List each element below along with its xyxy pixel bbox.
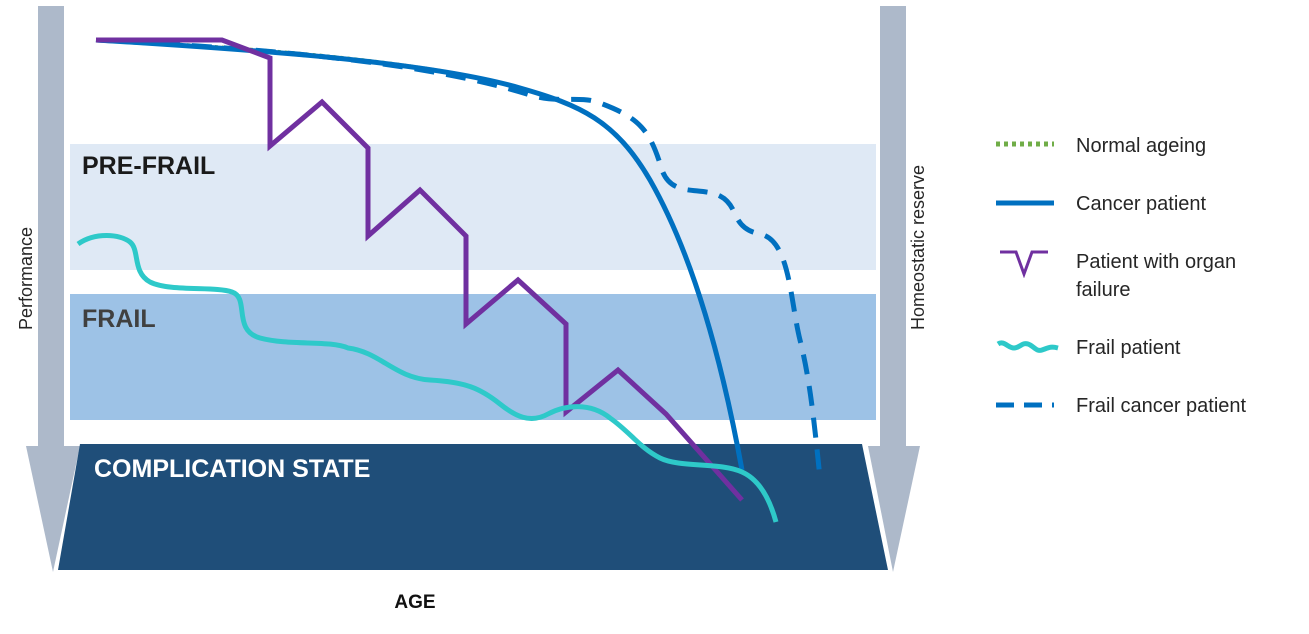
normal-ageing-line [95,38,521,90]
performance-axis-label: Performance [16,226,36,330]
complication-zone [58,444,888,570]
dashed-line-icon [996,402,1054,408]
pre-frail-zone [70,144,876,270]
cancer-patient-line [95,37,745,471]
frail-patient-line [76,233,779,523]
legend-item-normal-ageing: Normal ageing [990,128,1300,186]
legend-item-frail-patient: Frail patient [990,330,1300,388]
homeostatic-reserve-arrow [868,6,920,572]
frail-zone [70,294,876,420]
legend-item-frail-cancer-patient: Frail cancer patient [990,388,1300,446]
dip-line-icon [1000,250,1048,278]
legend-label: Frail cancer patient [1076,395,1247,417]
solid-line-icon [996,200,1054,206]
legend-label: Patient with organ failure [1076,251,1237,301]
wavy-line-icon [996,340,1059,353]
organ-failure-patient-line [96,37,744,502]
age-axis-label: AGE [394,592,436,613]
legend-label: Frail patient [1076,337,1181,359]
dotted-line-icon [996,141,1054,147]
performance-arrow [26,6,80,572]
legend: Normal ageing Cancer patient Patient wit… [990,128,1300,446]
legend-label: Cancer patient [1076,193,1207,215]
complication-label: COMPLICATION STATE [94,455,370,483]
legend-item-organ-failure: Patient with organ failure [990,244,1300,330]
frail-label: FRAIL [82,305,156,333]
homeostatic-reserve-axis-label: Homeostatic reserve [908,164,928,330]
legend-item-cancer-patient: Cancer patient [990,186,1300,244]
pre-frail-label: PRE-FRAIL [82,152,215,180]
legend-label: Normal ageing [1076,135,1207,157]
